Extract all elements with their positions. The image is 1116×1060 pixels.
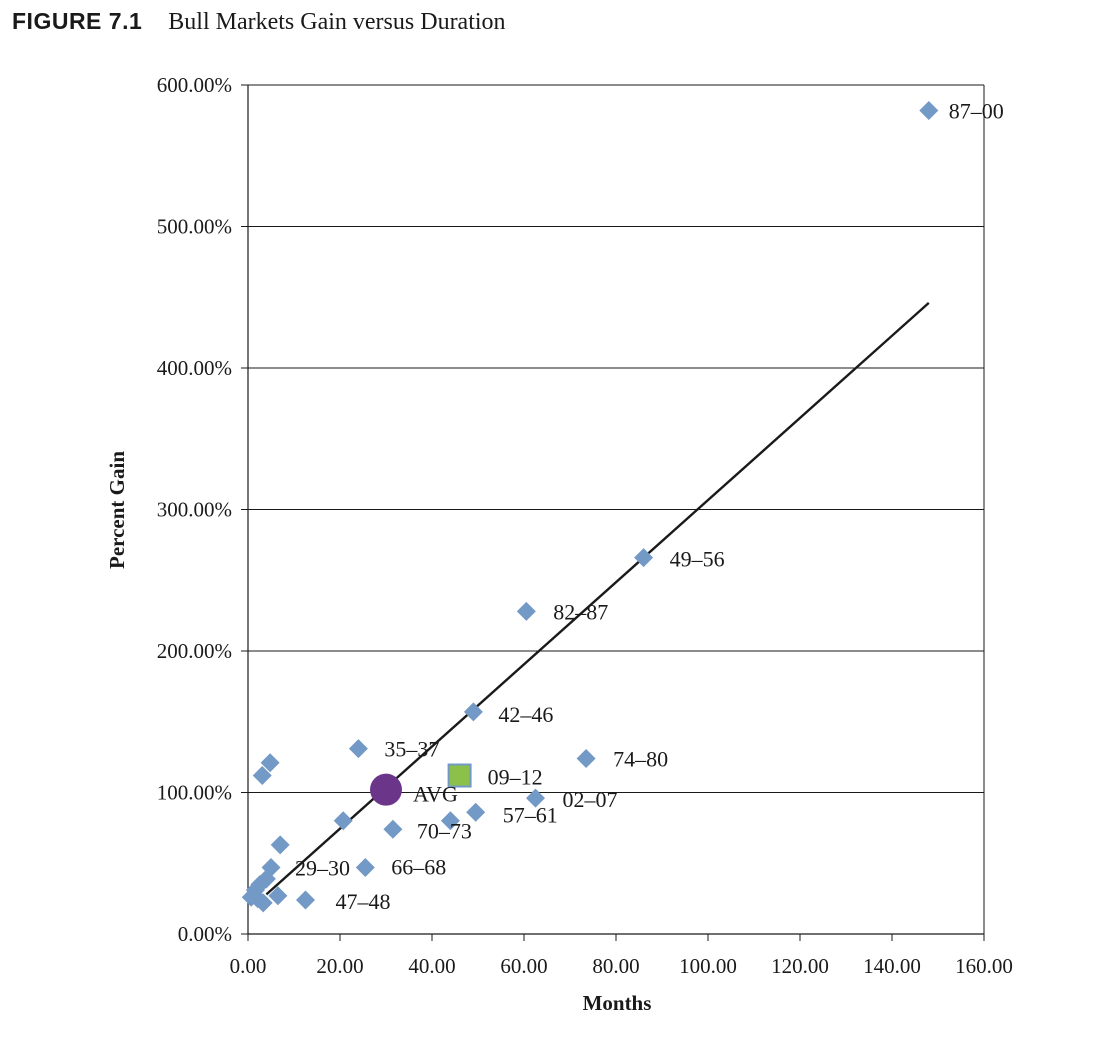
point-label: 47–48	[336, 889, 391, 914]
y-tick-label: 600.00%	[157, 73, 232, 97]
data-point-diamond	[348, 739, 368, 759]
data-point-diamond	[270, 835, 290, 855]
data-point-diamond	[252, 766, 272, 786]
y-tick-label: 200.00%	[157, 639, 232, 663]
data-point-diamond	[466, 802, 486, 822]
point-labels: 87–00 49–56 82–87 42–46 35–37 74–80 02–0757–61…	[295, 98, 1004, 914]
y-tick-label: 100.00%	[157, 781, 232, 805]
data-point-diamond	[383, 819, 403, 839]
x-tick-label: 140.00	[863, 954, 921, 978]
point-label: 42–46	[498, 702, 553, 727]
point-label: 35–37	[384, 737, 439, 762]
data-point-diamond	[634, 548, 654, 568]
data-point-diamond	[253, 893, 273, 913]
x-tick-label: 40.00	[408, 954, 455, 978]
current-point	[447, 763, 472, 788]
point-label: 02–07	[563, 787, 618, 812]
data-point-diamond	[333, 811, 353, 831]
x-tick-label: 120.00	[771, 954, 829, 978]
data-point-diamond	[440, 811, 460, 831]
data-point-diamond	[355, 857, 375, 877]
figure-header: FIGURE 7.1 Bull Markets Gain versus Dura…	[12, 8, 506, 40]
x-tick-label: 60.00	[500, 954, 547, 978]
point-label: 57–61	[503, 802, 558, 827]
data-points	[241, 100, 939, 913]
average-point	[370, 773, 402, 806]
point-label: 87–00	[949, 98, 1004, 123]
figure-number: FIGURE 7.1	[12, 8, 143, 34]
point-label: 29–30	[295, 855, 350, 880]
point-label: 66–68	[391, 854, 446, 879]
data-point-diamond	[576, 749, 596, 769]
x-tick-label: 20.00	[316, 954, 363, 978]
point-label: 70–73	[417, 818, 472, 843]
data-point-diamond	[516, 601, 536, 621]
data-point-diamond	[919, 100, 939, 120]
data-point-diamond	[268, 886, 288, 906]
x-tick-label: 0.00	[230, 954, 267, 978]
point-label: AVG	[413, 782, 458, 807]
y-tick-label: 400.00%	[157, 356, 232, 380]
data-point-diamond	[463, 702, 483, 722]
gridlines	[248, 84, 984, 793]
y-tick-label: 300.00%	[157, 498, 232, 522]
y-tick-label: 0.00%	[178, 922, 232, 946]
x-tick-label: 80.00	[592, 954, 639, 978]
x-tick-label: 100.00	[679, 954, 737, 978]
y-axis-title: Percent Gain	[105, 451, 129, 569]
point-label: 82–87	[553, 599, 608, 624]
x-tick-label: 160.00	[955, 954, 1013, 978]
point-label: 49–56	[670, 547, 725, 572]
data-point-diamond	[296, 890, 315, 910]
data-point-diamond	[526, 788, 545, 808]
point-label: 74–80	[613, 747, 668, 772]
x-axis-title: Months	[583, 991, 652, 1015]
axes: 0.00% 100.00% 200.00% 300.00% 400.00% 500.00%…	[157, 73, 1013, 978]
figure-title: Bull Markets Gain versus Duration	[168, 9, 506, 35]
y-tick-label: 500.00%	[157, 215, 232, 239]
data-point-diamond	[260, 753, 280, 773]
point-label: 09–12	[488, 765, 543, 790]
